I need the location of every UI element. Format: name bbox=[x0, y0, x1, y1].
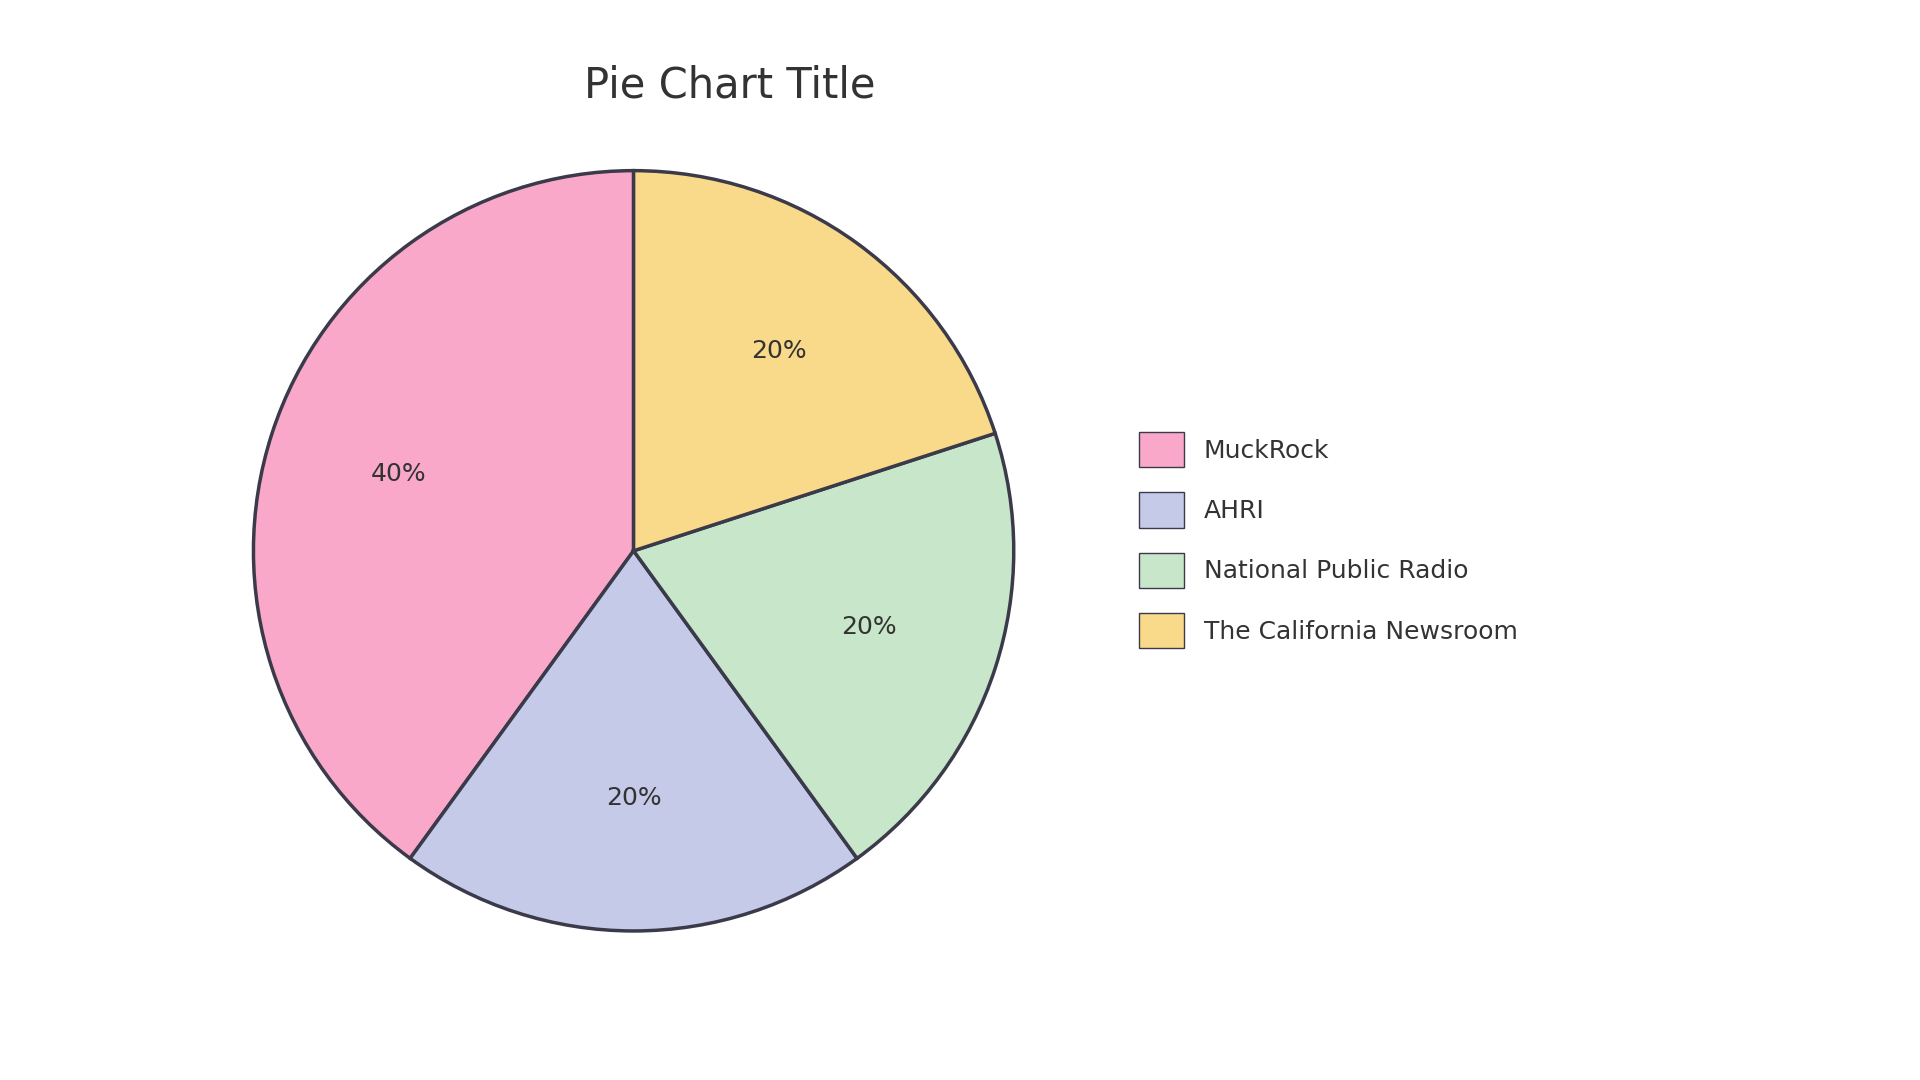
Legend: MuckRock, AHRI, National Public Radio, The California Newsroom: MuckRock, AHRI, National Public Radio, T… bbox=[1127, 419, 1530, 661]
Text: 40%: 40% bbox=[371, 462, 426, 486]
Text: 20%: 20% bbox=[751, 339, 806, 363]
Wedge shape bbox=[411, 551, 856, 931]
Wedge shape bbox=[634, 171, 995, 551]
Text: 20%: 20% bbox=[607, 786, 660, 810]
Text: 20%: 20% bbox=[841, 616, 897, 639]
Wedge shape bbox=[253, 171, 634, 859]
Wedge shape bbox=[634, 433, 1014, 859]
Text: Pie Chart Title: Pie Chart Title bbox=[584, 65, 876, 107]
